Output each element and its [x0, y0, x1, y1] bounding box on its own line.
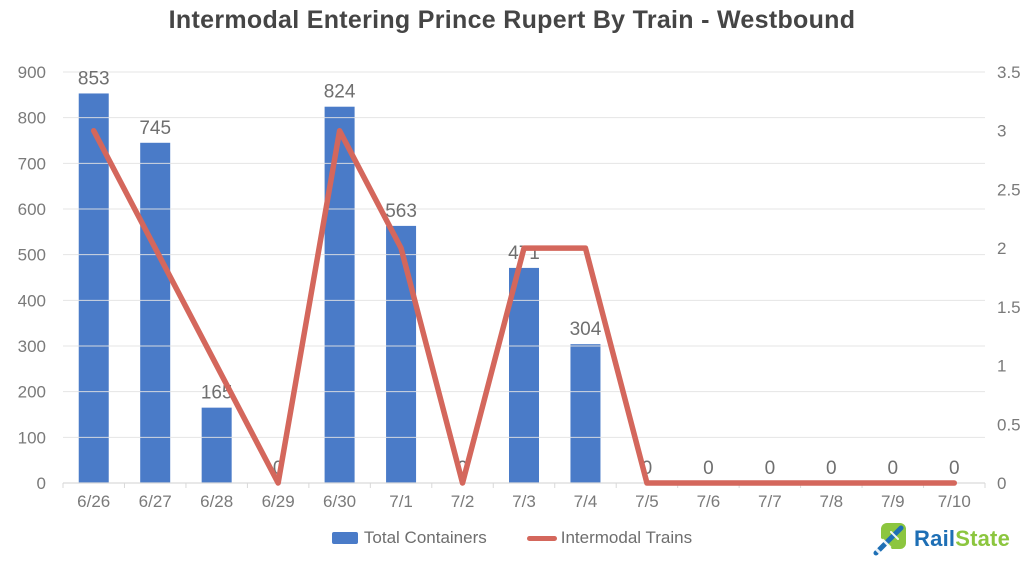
x-axis-category-label: 7/6: [697, 492, 721, 511]
y-axis-left-tick-label: 100: [18, 428, 46, 447]
x-axis-category-label: 7/2: [451, 492, 475, 511]
bar-value-label: 0: [765, 458, 776, 479]
railstate-logo: RailState: [872, 522, 1010, 556]
bar-value-label: 304: [570, 319, 602, 340]
y-axis-right-tick-label: 1.5: [997, 298, 1021, 317]
x-axis-category-label: 7/10: [938, 492, 971, 511]
y-axis-left-tick-label: 300: [18, 337, 46, 356]
bar-value-label: 853: [78, 68, 110, 89]
bar-value-label: 0: [826, 458, 837, 479]
line-series-swatch-icon: [526, 535, 557, 541]
y-axis-right-tick-label: 0: [997, 474, 1006, 493]
y-axis-left-tick-label: 900: [18, 63, 46, 82]
bar: [509, 267, 539, 483]
x-axis-category-label: 6/27: [139, 492, 172, 511]
x-axis-category-label: 7/9: [881, 492, 905, 511]
bar-value-label: 824: [324, 82, 356, 103]
x-axis-category-label: 7/3: [512, 492, 536, 511]
x-axis-category-label: 6/29: [262, 492, 295, 511]
bar-value-label: 0: [888, 458, 899, 479]
y-axis-right-tick-label: 2.5: [997, 180, 1021, 199]
y-axis-right-tick-label: 3: [997, 122, 1006, 141]
x-axis-category-label: 7/8: [820, 492, 844, 511]
x-axis-category-label: 7/7: [758, 492, 782, 511]
y-axis-left-tick-label: 200: [18, 383, 46, 402]
y-axis-left-tick-label: 0: [37, 474, 46, 493]
legend-label: Total Containers: [363, 528, 487, 547]
y-axis-left-tick-label: 600: [18, 200, 46, 219]
y-axis-left-tick-label: 800: [18, 109, 46, 128]
x-axis-category-label: 7/1: [389, 492, 413, 511]
y-axis-right-tick-label: 0.5: [997, 415, 1021, 434]
bar-value-label: 0: [703, 458, 714, 479]
x-axis-category-label: 6/30: [323, 492, 356, 511]
bar: [386, 225, 417, 483]
railstate-logo-text: RailState: [914, 526, 1010, 552]
bar-value-label: 165: [201, 383, 233, 404]
chart-title: Intermodal Entering Prince Rupert By Tra…: [168, 6, 856, 34]
bar: [201, 407, 232, 483]
y-axis-right-tick-label: 2: [997, 239, 1006, 258]
y-axis-right-tick-label: 3.5: [997, 63, 1021, 82]
trend-line: [90, 127, 958, 486]
bar-value-label: 745: [139, 118, 171, 139]
y-axis-left-tick-label: 500: [18, 246, 46, 265]
logo-text-rail: Rail: [914, 526, 956, 551]
y-axis-left-tick-label: 700: [18, 154, 46, 173]
legend-item-total-containers: Total Containers: [331, 528, 487, 548]
bar-value-label: 0: [949, 458, 960, 479]
x-axis-category-label: 7/5: [635, 492, 659, 511]
railstate-logo-icon: [873, 523, 907, 556]
bar-series-swatch-icon: [331, 532, 358, 544]
legend-item-intermodal-trains: Intermodal Trains: [526, 528, 693, 548]
bar-value-label: 563: [385, 201, 417, 222]
bar: [324, 106, 355, 483]
logo-text-state: State: [955, 526, 1010, 551]
bar-value-label: 0: [642, 458, 653, 479]
bar: [78, 93, 109, 484]
bar: [570, 344, 601, 483]
x-axis-category-label: 7/4: [574, 492, 598, 511]
x-axis-category-label: 6/28: [200, 492, 233, 511]
y-axis-left-tick-label: 400: [18, 291, 46, 310]
bar-value-label: 0: [457, 458, 468, 479]
x-axis-category-label: 6/26: [77, 492, 110, 511]
chart-legend: Total Containers Intermodal Trains: [0, 528, 1024, 548]
bar: [140, 142, 171, 483]
legend-label: Intermodal Trains: [560, 528, 693, 547]
y-axis-right-tick-label: 1: [997, 357, 1006, 376]
